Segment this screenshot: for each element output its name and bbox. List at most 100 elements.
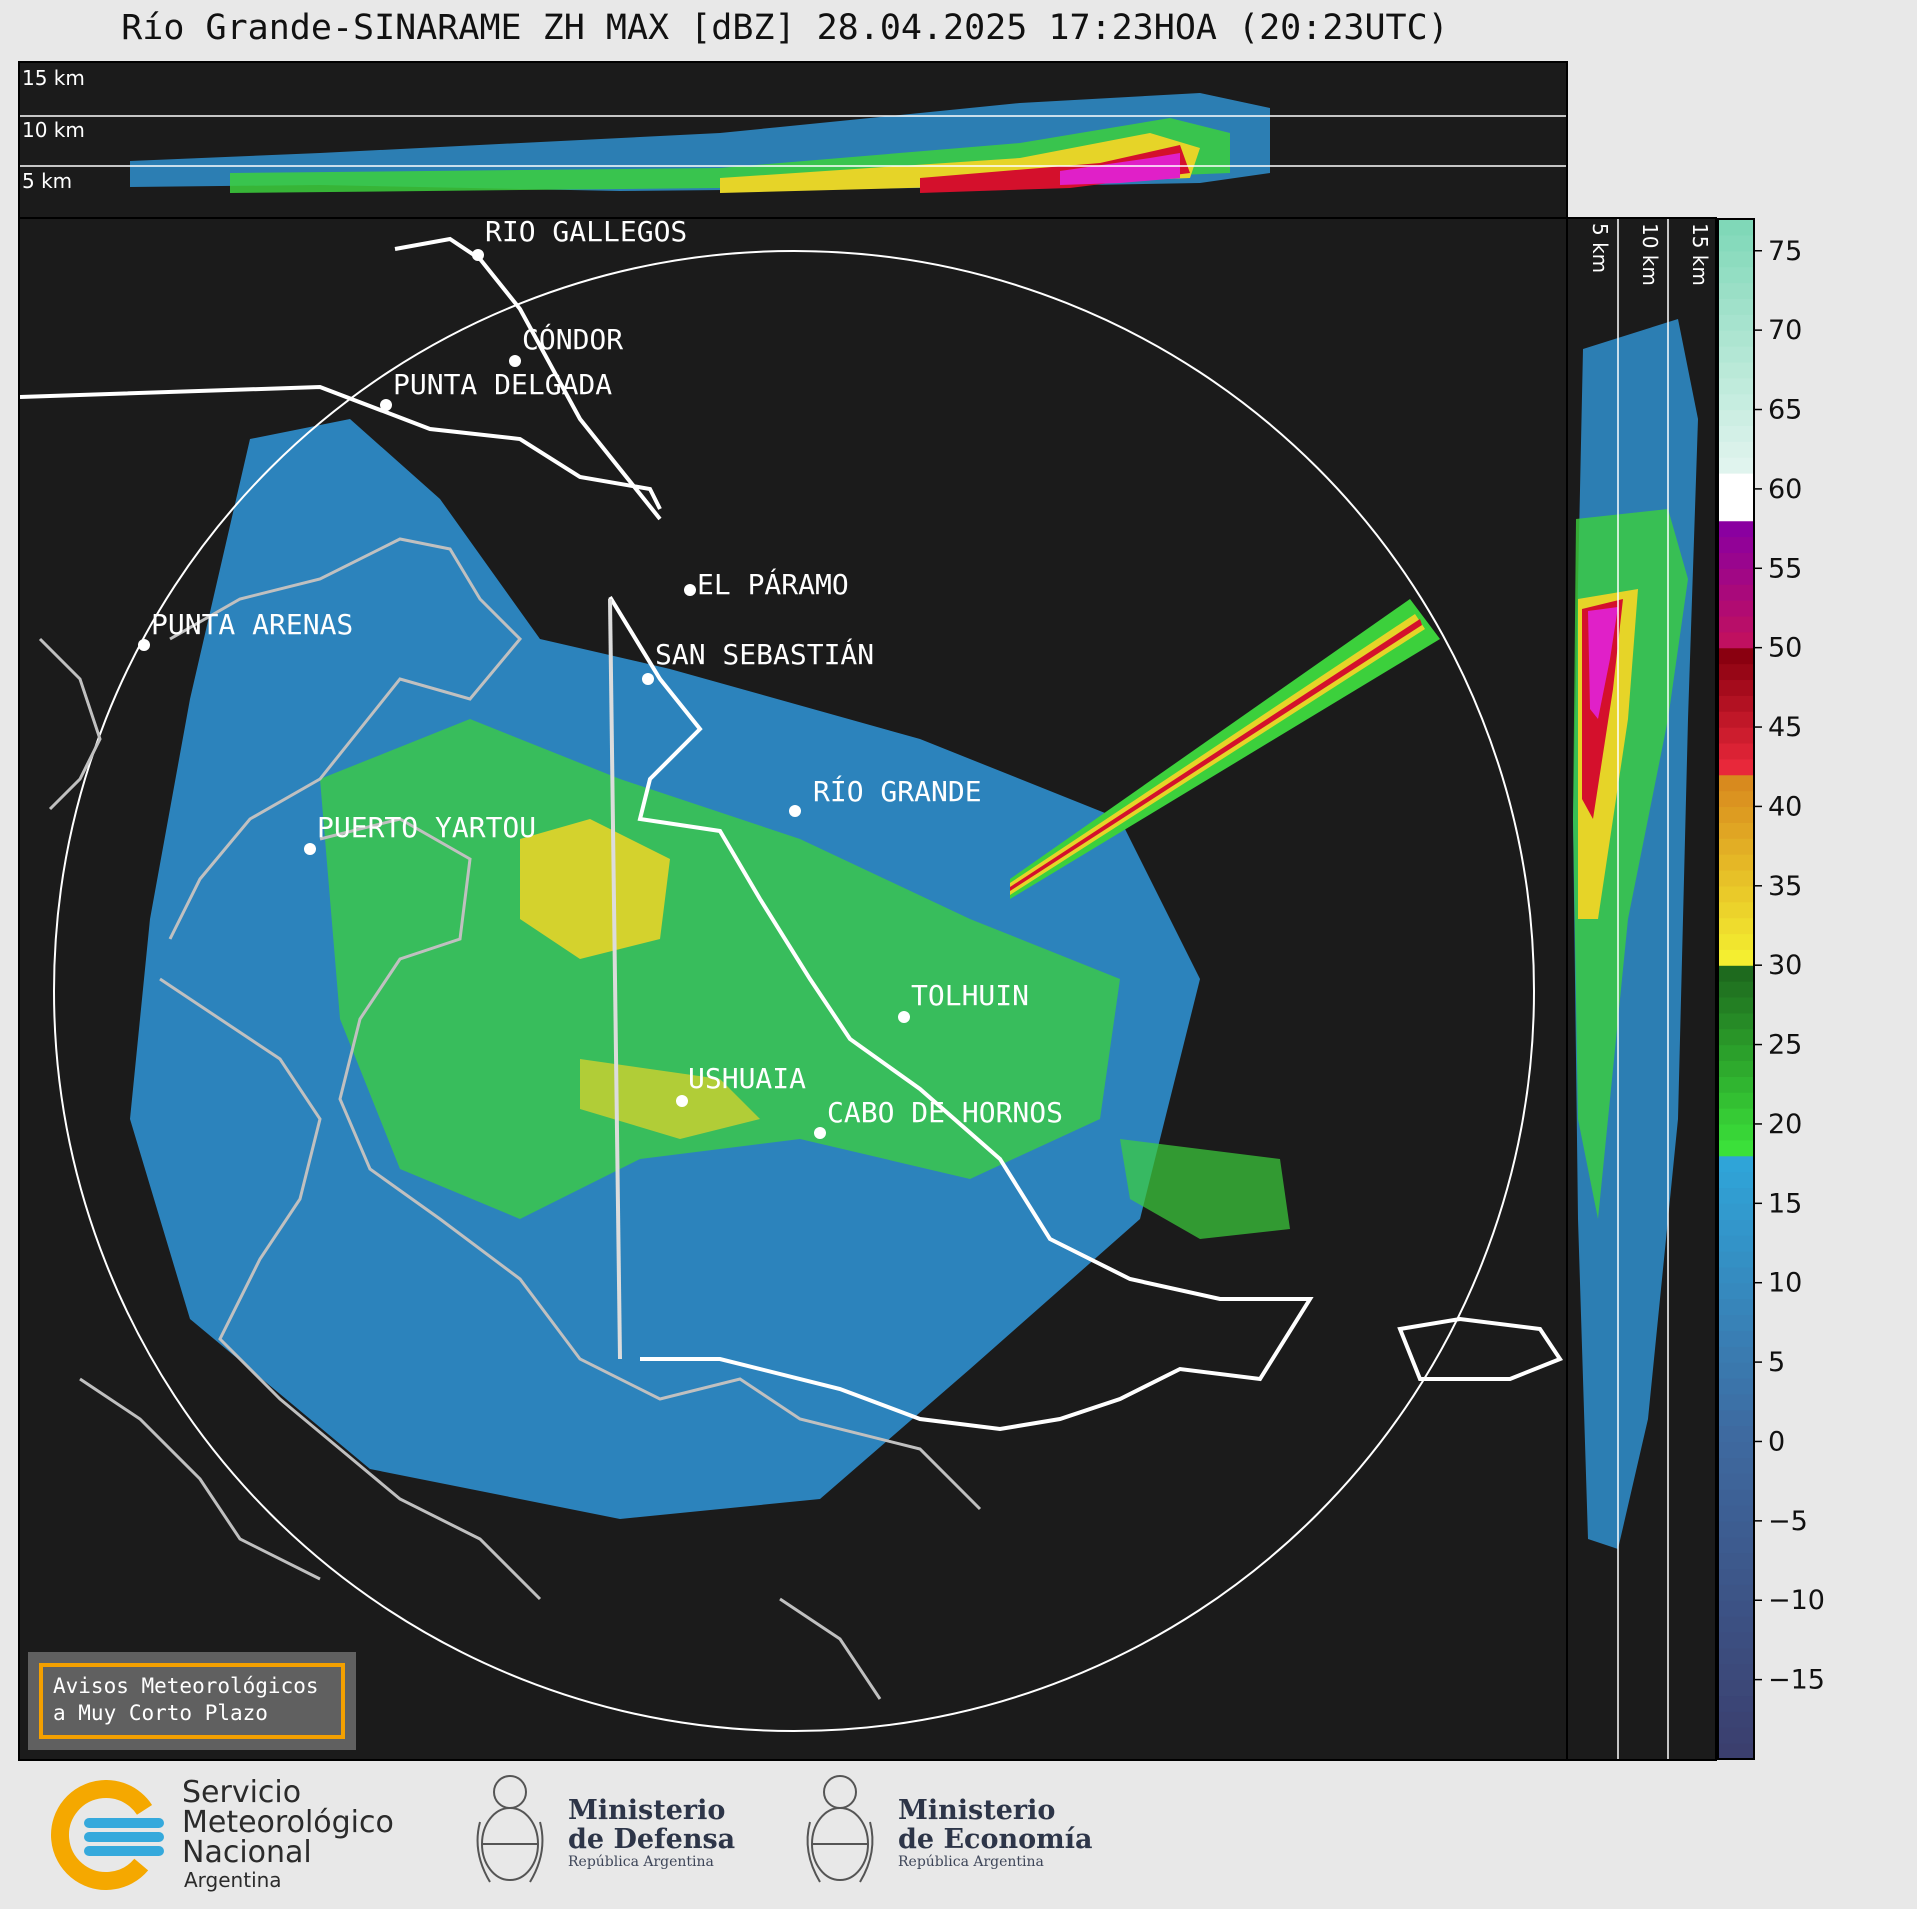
- marker-puerto-yartou: [304, 843, 316, 855]
- colorbar-band: [1718, 647, 1754, 665]
- label-cabo-de-hornos: CABO DE HORNOS: [827, 1096, 1063, 1129]
- colorbar-tick-label: 50: [1768, 633, 1802, 664]
- colorbar: 75 70 65 60 55 50 45 40 35 30 25 20 15 10 5 0 −5 −10 −15: [1716, 217, 1916, 1762]
- colorbar-tick-label: 65: [1768, 395, 1802, 426]
- colorbar-band: [1718, 1028, 1754, 1046]
- colorbar-band: [1718, 1504, 1754, 1522]
- colorbar-band: [1718, 711, 1754, 728]
- label-rio-grande: RÍO GRANDE: [813, 774, 982, 808]
- colorbar-band: [1718, 1314, 1754, 1331]
- roads-and-borders: [20, 236, 1564, 1432]
- economia-coat-of-arms: [806, 1775, 874, 1883]
- marker-punta-delgada: [380, 399, 392, 411]
- coastlines: [38, 537, 982, 1700]
- colorbar-band: [1718, 1425, 1754, 1443]
- colorbar-band: [1718, 219, 1754, 236]
- colorbar-band: [1718, 901, 1754, 919]
- colorbar-tick-label: 25: [1768, 1030, 1802, 1061]
- smn-logo: [51, 1780, 164, 1890]
- page-title: Río Grande-SINARAME ZH MAX [dBZ] 28.04.2…: [121, 8, 1449, 48]
- colorbar-tick-label: 0: [1768, 1426, 1785, 1457]
- colorbar-band: [1718, 1616, 1754, 1633]
- colorbar-band: [1718, 1727, 1754, 1744]
- economia-line-2: de Economía: [898, 1824, 1093, 1855]
- colorbar-band: [1718, 1663, 1754, 1681]
- label-tolhuin: TOLHUIN: [911, 979, 1029, 1012]
- label-rio-gallegos: RÍO GALLEGOS: [485, 219, 687, 248]
- marker-san-sebastian: [642, 673, 654, 685]
- colorbar-band: [1718, 663, 1754, 681]
- colorbar-band: [1718, 1679, 1754, 1697]
- marker-ushuaia: [676, 1095, 688, 1107]
- colorbar-band: [1718, 568, 1754, 585]
- city-markers: [138, 249, 910, 1139]
- height-label-10km: 10 km: [22, 118, 85, 142]
- colorbar-band: [1718, 1330, 1754, 1347]
- colorbar-band: [1718, 409, 1754, 426]
- colorbar-band: [1718, 996, 1754, 1014]
- label-el-paramo: EL PÁRAMO: [697, 567, 849, 601]
- colorbar-band: [1718, 1600, 1754, 1617]
- colorbar-bands: [1718, 219, 1754, 1760]
- economia-sub: República Argentina: [898, 1854, 1044, 1870]
- colorbar-band: [1718, 1393, 1754, 1411]
- colorbar-band: [1718, 1092, 1754, 1109]
- colorbar-band: [1718, 1552, 1754, 1570]
- smn-line-2: Meteorológico: [182, 1805, 394, 1840]
- radar-echoes: [130, 419, 1440, 1519]
- colorbar-band: [1718, 679, 1754, 696]
- colorbar-band: [1718, 600, 1754, 617]
- defensa-sub: República Argentina: [568, 1854, 714, 1870]
- colorbar-band: [1718, 1266, 1754, 1284]
- colorbar-band: [1718, 695, 1754, 712]
- marker-cabo-de-hornos: [814, 1127, 826, 1139]
- colorbar-band: [1718, 234, 1754, 252]
- colorbar-tick-label: 35: [1768, 871, 1802, 902]
- colorbar-band: [1718, 806, 1754, 823]
- colorbar-band: [1718, 1187, 1754, 1204]
- side-height-label-15km: 15 km: [1688, 223, 1712, 286]
- marker-condor: [509, 355, 521, 367]
- colorbar-band: [1718, 393, 1754, 411]
- colorbar-tick-label: −5: [1768, 1506, 1808, 1537]
- colorbar-band: [1718, 584, 1754, 601]
- colorbar-band: [1718, 1171, 1754, 1189]
- label-punta-arenas: PUNTA ARENAS: [151, 608, 353, 641]
- radar-map-svg: RÍO GALLEGOS CÓNDOR PUNTA DELGADA EL PÁR…: [20, 219, 1564, 1732]
- colorbar-band: [1718, 1235, 1754, 1252]
- colorbar-band: [1718, 885, 1754, 903]
- colorbar-tick-label: −10: [1768, 1585, 1825, 1616]
- colorbar-tick-label: 55: [1768, 553, 1802, 584]
- marker-el-paramo: [684, 584, 696, 596]
- colorbar-band: [1718, 1203, 1754, 1220]
- defensa-line-1: Ministerio: [568, 1795, 726, 1826]
- colorbar-band: [1718, 1631, 1754, 1649]
- colorbar-band: [1718, 1298, 1754, 1316]
- colorbar-band: [1718, 361, 1754, 379]
- label-puerto-yartou: PUERTO YARTOU: [317, 811, 536, 844]
- colorbar-tick-label: 5: [1768, 1347, 1785, 1378]
- label-condor: CÓNDOR: [522, 322, 623, 356]
- defensa-coat-of-arms: [476, 1775, 544, 1883]
- colorbar-band: [1718, 822, 1754, 839]
- colorbar-band: [1718, 774, 1754, 792]
- colorbar-band: [1718, 965, 1754, 982]
- colorbar-frame: [1717, 218, 1755, 1760]
- colorbar-band: [1718, 631, 1754, 649]
- colorbar-band: [1718, 1219, 1754, 1236]
- colorbar-band: [1718, 377, 1754, 395]
- side-cross-section: 5 km 10 km 15 km: [1566, 217, 1717, 1761]
- colorbar-band: [1718, 838, 1754, 855]
- colorbar-band: [1718, 1647, 1754, 1665]
- height-label-5km: 5 km: [22, 169, 72, 193]
- marker-rio-gallegos: [472, 249, 484, 261]
- colorbar-band: [1718, 282, 1754, 299]
- label-punta-delgada: PUNTA DELGADA: [393, 368, 612, 401]
- colorbar-band: [1718, 552, 1754, 569]
- colorbar-band: [1718, 298, 1754, 315]
- smn-line-3: Nacional: [182, 1835, 312, 1870]
- range-ring: [53, 250, 1535, 1732]
- colorbar-band: [1718, 917, 1754, 935]
- colorbar-band: [1718, 346, 1754, 363]
- colorbar-band: [1718, 1489, 1754, 1506]
